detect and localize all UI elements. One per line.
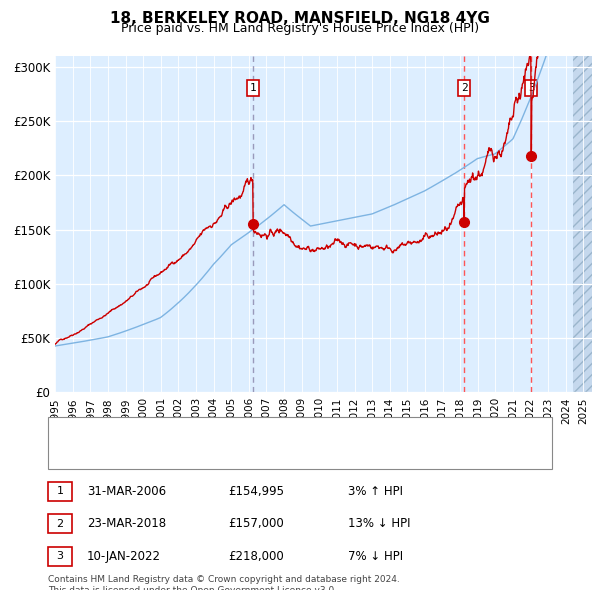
Text: 3% ↑ HPI: 3% ↑ HPI [348,484,403,498]
Text: £157,000: £157,000 [228,517,284,530]
Text: Contains HM Land Registry data © Crown copyright and database right 2024.
This d: Contains HM Land Registry data © Crown c… [48,575,400,590]
Bar [573,56,592,392]
Text: 31-MAR-2006: 31-MAR-2006 [87,484,166,498]
Text: 23-MAR-2018: 23-MAR-2018 [87,517,166,530]
Text: 10-JAN-2022: 10-JAN-2022 [87,549,161,563]
Text: 3: 3 [56,551,64,561]
Text: Price paid vs. HM Land Registry's House Price Index (HPI): Price paid vs. HM Land Registry's House … [121,22,479,35]
Text: 1: 1 [250,83,257,93]
Text: 2: 2 [56,519,64,529]
Text: 7% ↓ HPI: 7% ↓ HPI [348,549,403,563]
Text: 13% ↓ HPI: 13% ↓ HPI [348,517,410,530]
Text: £154,995: £154,995 [228,484,284,498]
Text: 3: 3 [528,83,535,93]
Text: HPI: Average price, detached house, Mansfield: HPI: Average price, detached house, Mans… [98,450,358,460]
Text: £218,000: £218,000 [228,549,284,563]
Text: 18, BERKELEY ROAD, MANSFIELD, NG18 4YG: 18, BERKELEY ROAD, MANSFIELD, NG18 4YG [110,11,490,25]
Text: 18, BERKELEY ROAD, MANSFIELD, NG18 4YG (detached house): 18, BERKELEY ROAD, MANSFIELD, NG18 4YG (… [98,427,449,437]
Text: 1: 1 [56,486,64,496]
Text: 2: 2 [461,83,467,93]
